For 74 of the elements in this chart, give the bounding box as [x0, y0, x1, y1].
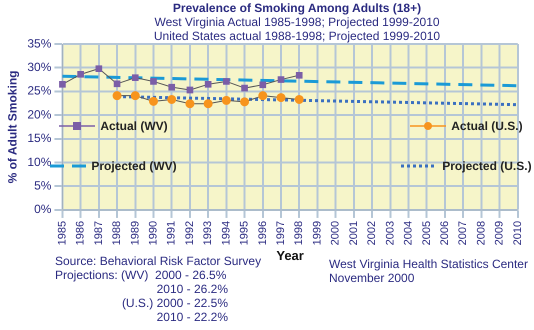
chart-subtitle: West Virginia Actual 1985-1998; Projected 1999-2010 United States actual 1988-1998; Projected 1999-2010	[152, 15, 442, 43]
x-tick-label: 2000	[330, 220, 342, 246]
x-tick-label: 1997	[275, 220, 288, 246]
point	[204, 99, 213, 108]
y-tick-label: 35%	[27, 36, 52, 50]
point	[77, 71, 84, 78]
x-tick-label: 2006	[438, 220, 451, 246]
y-axis-title: % of Adult Smoking	[6, 70, 20, 184]
y-tick-label: 25%	[27, 84, 52, 98]
x-tick-label: 1987	[92, 220, 105, 246]
x-tick-label: 1986	[74, 220, 87, 246]
point	[223, 78, 230, 85]
y-tick-label: 30%	[27, 60, 52, 74]
text: West Virginia Health Statistics Center	[329, 257, 528, 271]
point	[186, 86, 194, 94]
x-tick-label: 1989	[129, 220, 142, 246]
point	[185, 99, 194, 108]
x-tick-label: 1996	[256, 220, 269, 246]
point	[258, 91, 268, 100]
point	[222, 96, 231, 105]
point	[132, 74, 139, 81]
point	[96, 65, 102, 72]
x-tick-label: 1999	[311, 220, 324, 246]
point	[204, 80, 212, 88]
x-tick-label: 2010	[512, 220, 524, 246]
point	[167, 94, 176, 104]
point	[168, 84, 176, 90]
point	[241, 84, 248, 92]
legend-label: Actual (U.S.)	[451, 118, 523, 133]
source-note: Source: Behavioral Risk Factor Survey	[55, 254, 262, 268]
y-tick-label: 20%	[27, 107, 52, 122]
point	[278, 76, 284, 83]
x-tick-label: 1993	[202, 220, 214, 246]
x-tick-label: 1995	[238, 220, 251, 246]
y-tick-label: 15%	[27, 131, 52, 146]
point	[148, 96, 158, 106]
text: 2010 - 22.2%	[156, 310, 228, 324]
x-tick-label: 1994	[220, 220, 232, 246]
x-tick-label: 1998	[293, 220, 306, 246]
point	[259, 81, 266, 88]
point	[294, 94, 304, 104]
point	[240, 97, 250, 106]
x-tick-label: 1991	[166, 220, 178, 246]
text: Projections: (WV) 2000 - 26.5%	[55, 268, 226, 282]
y-tick-label: 5%	[34, 178, 52, 193]
y-tick-label: 0%	[34, 202, 52, 216]
x-tick-label: 1985	[56, 220, 68, 246]
x-tick-label: 2003	[384, 220, 396, 246]
legend-label: Projected (U.S.)	[442, 158, 532, 173]
text: November 2000	[329, 271, 414, 285]
x-tick-label: 2001	[348, 220, 360, 246]
text: 2010 - 26.2%	[156, 282, 228, 296]
x-tick-label: 2009	[494, 220, 506, 246]
x-tick-label: 1992	[184, 220, 196, 246]
point	[59, 80, 66, 88]
x-tick-label: 2005	[420, 220, 433, 246]
legend-label: Projected (WV)	[91, 158, 177, 173]
point	[296, 72, 303, 79]
point	[276, 93, 286, 102]
x-tick-label: 2002	[366, 220, 378, 246]
point	[112, 91, 122, 100]
point	[114, 80, 120, 88]
point	[150, 78, 157, 85]
x-tick-label: 2007	[457, 220, 470, 246]
x-tick-label: 2004	[402, 220, 415, 246]
x-tick-label: 2008	[475, 220, 488, 246]
y-tick-label: 10%	[27, 154, 52, 169]
point	[130, 91, 140, 100]
text: (U.S.) 2000 - 22.5%	[122, 296, 228, 310]
x-axis-title: Year	[276, 248, 304, 263]
legend-label: Actual (WV)	[100, 118, 168, 133]
x-tick-label: 1988	[111, 220, 124, 246]
x-tick-label: 1990	[148, 220, 160, 246]
chart-title: Prevalence of Smoking Among Adults (18+)	[172, 1, 422, 15]
